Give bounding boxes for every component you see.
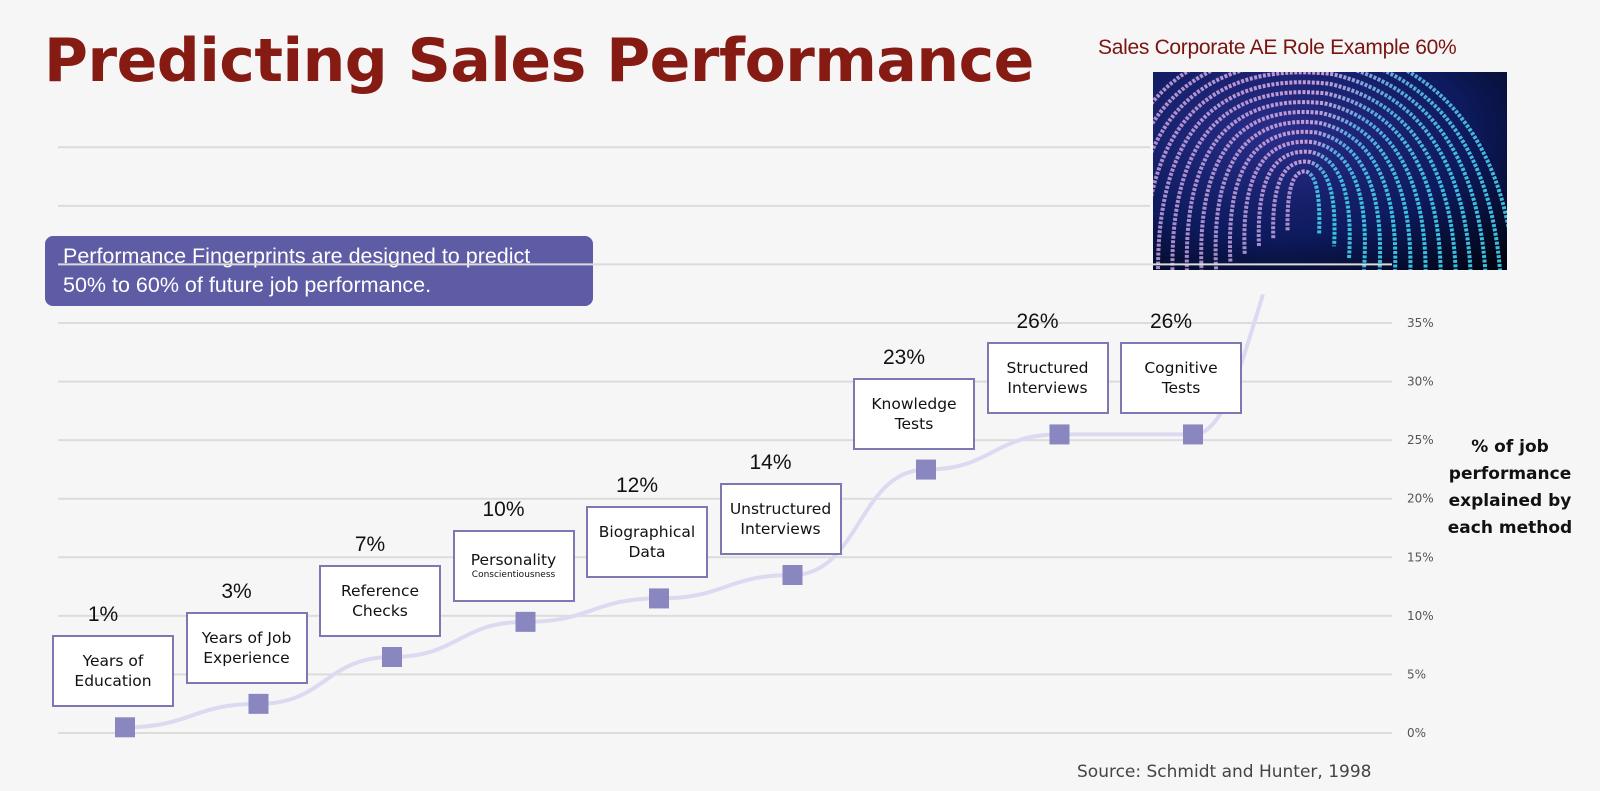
- data-point-marker: [649, 588, 669, 609]
- category-label: Checks: [352, 602, 408, 620]
- data-value-label: 26%: [1016, 310, 1059, 334]
- y-tick-label: 25%: [1407, 433, 1434, 447]
- y-axis-title: % of job performance explained by each m…: [1440, 434, 1580, 542]
- fingerprint-ridge: [1256, 149, 1352, 259]
- y-axis-title-line: explained by: [1448, 491, 1572, 511]
- data-value-label: 14%: [749, 451, 792, 474]
- data-value-label: 26%: [1149, 310, 1193, 334]
- fingerprint-ridge: [1199, 110, 1413, 270]
- data-point-marker: [515, 611, 536, 632]
- y-tick-label: 35%: [1407, 316, 1434, 330]
- data-point-marker: [1049, 424, 1070, 445]
- data-point-marker: [916, 459, 936, 480]
- category-label-box: Unstructured Interviews: [719, 483, 842, 555]
- fingerprint-ridge: [1285, 169, 1322, 235]
- y-axis-title-line: each method: [1447, 518, 1573, 538]
- fingerprint-ridge: [1271, 159, 1337, 247]
- category-label: Years of: [82, 652, 144, 671]
- category-label-box: Knowledge Tests: [853, 377, 975, 450]
- category-label: Interviews: [1007, 379, 1088, 398]
- category-label: Cognitive: [1144, 359, 1218, 378]
- data-value-label: 23%: [882, 345, 926, 369]
- series-line: [124, 293, 1265, 730]
- y-tick-label: 20%: [1407, 492, 1434, 506]
- fingerprint-ridge: [1156, 80, 1458, 270]
- slide-title: Predicting Sales Performance: [44, 26, 1034, 96]
- category-label-box: Personality Conscientiousness: [452, 529, 575, 602]
- data-point-marker: [382, 647, 402, 667]
- data-point-marker: [248, 693, 269, 714]
- category-label-box: Cognitive Tests: [1120, 342, 1242, 415]
- y-tick-label: 30%: [1407, 375, 1434, 389]
- category-label-box: Years of Job Experience: [185, 611, 308, 684]
- y-axis-title-line: performance: [1448, 464, 1572, 484]
- fingerprint-ridge: [1184, 100, 1428, 270]
- data-value-label: 10%: [482, 497, 525, 521]
- source-citation: Source: Schmidt and Hunter, 1998: [1077, 762, 1372, 782]
- example-caption: Sales Corporate AE Role Example 60%: [1098, 36, 1457, 59]
- fingerprint-ridge: [1153, 72, 1473, 270]
- data-point-marker: [115, 717, 135, 738]
- y-tick-label: 15%: [1407, 550, 1434, 564]
- category-label: Knowledge: [871, 394, 957, 413]
- data-point-marker: [782, 565, 803, 585]
- category-label: Tests: [894, 414, 934, 433]
- fingerprint-image: [1153, 72, 1507, 270]
- data-value-label: 12%: [615, 474, 659, 498]
- category-label: Years of Job: [201, 628, 292, 647]
- category-label: Education: [74, 672, 152, 691]
- category-label: Reference: [340, 582, 420, 600]
- category-label-box: Years of Education: [52, 635, 174, 708]
- data-point-marker: [1183, 424, 1203, 445]
- category-label: Unstructured: [729, 500, 832, 518]
- data-value-label: 1%: [87, 603, 119, 627]
- fingerprint-ridge: [1170, 90, 1443, 270]
- category-sublabel: Conscientiousness: [471, 570, 556, 581]
- fingerprint-ridge: [1153, 72, 1488, 270]
- category-label: Structured: [1006, 359, 1089, 378]
- data-value-label: 7%: [354, 533, 386, 556]
- category-label: Personality: [470, 551, 557, 570]
- fingerprint-ridge: [1242, 139, 1367, 270]
- y-tick-label: 10%: [1407, 609, 1434, 623]
- category-label-box: Structured Interviews: [986, 342, 1109, 415]
- category-label: Experience: [203, 648, 290, 667]
- callout-line-2: 50% to 60% of future job performance.: [63, 273, 432, 297]
- fingerprint-ridge: [1227, 129, 1383, 270]
- category-label: Data: [628, 543, 666, 562]
- y-axis-title-line: % of job: [1471, 437, 1549, 457]
- category-label-box: Reference Checks: [319, 565, 441, 637]
- y-tick-label: 5%: [1407, 667, 1426, 681]
- data-value-label: 3%: [221, 579, 252, 603]
- category-label: Biographical: [598, 523, 696, 542]
- y-tick-label: 0%: [1407, 726, 1426, 740]
- category-label: Interviews: [740, 520, 821, 538]
- fingerprint-ridge: [1153, 72, 1507, 231]
- category-label-box: Biographical Data: [586, 506, 708, 579]
- category-label: Tests: [1161, 379, 1201, 398]
